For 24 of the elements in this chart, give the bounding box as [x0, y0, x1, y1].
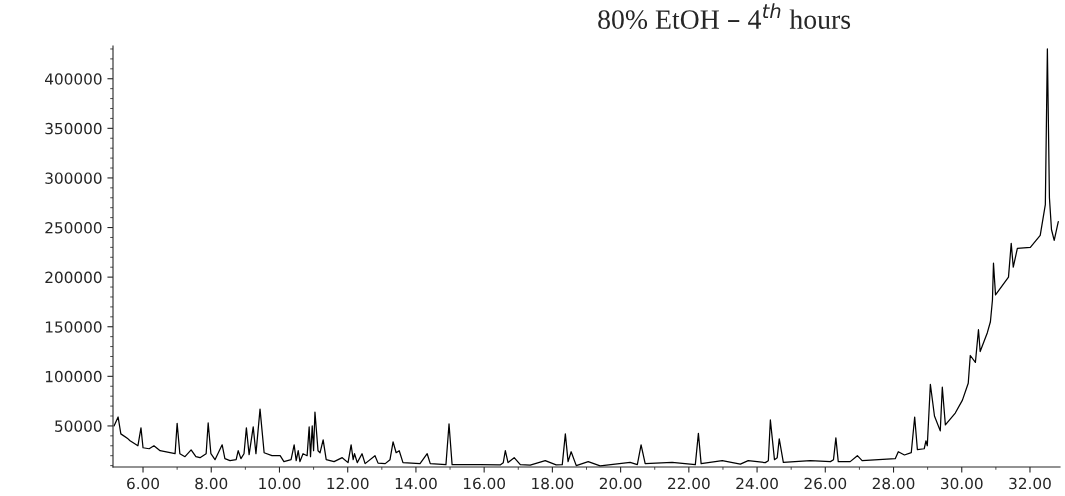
x-tick-label: 18.00: [532, 477, 574, 490]
chart-title: 80% EtOH – 4$^{th}$ hours: [598, 3, 851, 30]
y-tick-label: 350000: [45, 122, 102, 135]
x-tick-label: 22.00: [668, 477, 710, 490]
x-tick-label: 16.00: [463, 477, 506, 490]
x-tick-label: 8.00: [195, 477, 228, 490]
y-tick-label: 100000: [45, 370, 102, 383]
x-tick-label: 20.00: [599, 477, 642, 490]
x-tick-label: 14.00: [395, 477, 437, 490]
x-tick-label: 30.00: [941, 477, 983, 490]
y-tick-label: 150000: [45, 321, 102, 333]
y-tick-label: 250000: [45, 222, 102, 234]
line-series: [113, 48, 1059, 467]
y-tick-label: 50000: [55, 420, 102, 432]
x-tick-label: 24.00: [736, 477, 778, 490]
y-tick-label: 300000: [45, 172, 102, 184]
y-tick-label: 200000: [45, 271, 102, 284]
x-tick-label: 12.00: [327, 477, 369, 490]
x-tick-label: 6.00: [127, 477, 160, 490]
x-tick-label: 10.00: [259, 477, 301, 490]
x-tick-label: 26.00: [804, 477, 847, 490]
y-tick-label: 400000: [45, 73, 102, 85]
x-tick-label: 32.00: [1009, 477, 1051, 490]
x-tick-label: 28.00: [872, 477, 915, 490]
